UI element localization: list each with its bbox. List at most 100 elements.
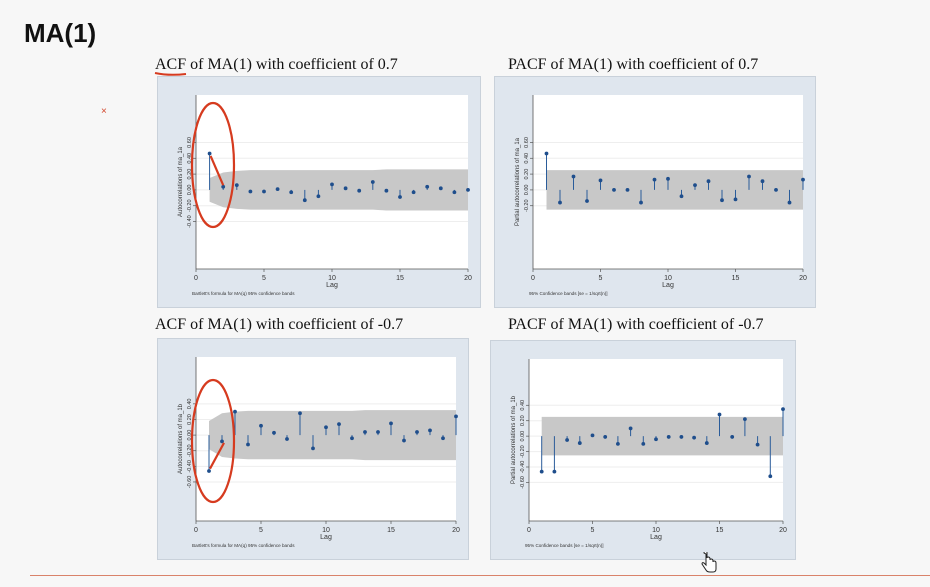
stem-marker — [402, 438, 406, 443]
x-tick-label: 5 — [591, 527, 595, 534]
stem-marker — [654, 437, 658, 442]
x-tick-label: 10 — [652, 527, 660, 534]
stem-marker — [598, 178, 603, 183]
stem-marker — [679, 194, 684, 199]
stem-marker — [774, 188, 778, 192]
slide-title: MA(1) — [24, 18, 97, 48]
stem-marker — [376, 430, 380, 434]
x-tick-label: 15 — [396, 275, 404, 282]
stem-marker — [259, 423, 263, 428]
stem-marker — [603, 435, 608, 439]
chart-note: 95% Confidence bands [se = 1/sqrt(n)] — [525, 543, 604, 548]
stem-marker — [262, 189, 266, 194]
chart-title-pacf-neg: PACF of MA(1) with coefficient of -0.7 — [508, 316, 764, 333]
hand-cursor-icon — [701, 552, 717, 573]
y-tick-label: -0.40 — [520, 461, 526, 474]
confidence-band — [209, 410, 456, 461]
y-tick-label: -0.20 — [187, 444, 193, 457]
chart-note: Bartlett's formula for MA(q) 95% confide… — [192, 291, 295, 296]
stem-marker — [801, 177, 805, 182]
x-tick-label: 0 — [527, 527, 531, 534]
y-tick-label: -0.60 — [187, 476, 193, 489]
chart-note: 95% Confidence bands [se = 1/sqrt(n)] — [529, 291, 608, 296]
stem-marker — [693, 183, 697, 188]
stem-marker — [679, 435, 684, 439]
lag1-circle-annotation-top — [190, 101, 236, 229]
stem-marker — [616, 441, 620, 446]
stem-marker — [733, 197, 738, 202]
y-tick-label: 0.60 — [524, 137, 530, 148]
stem-marker — [571, 174, 576, 179]
stem-marker — [330, 182, 334, 187]
stem-marker — [302, 198, 307, 203]
y-tick-label: -0.40 — [187, 215, 193, 228]
stem-marker — [350, 436, 354, 441]
stem-marker — [590, 433, 595, 438]
stem-marker — [298, 411, 302, 416]
stem-marker — [585, 199, 589, 203]
y-tick-label: -0.20 — [520, 445, 526, 458]
y-tick-label: 0.40 — [187, 153, 193, 164]
stem-marker — [221, 184, 226, 189]
y-tick-label: 0.40 — [520, 400, 526, 411]
y-tick-label: -0.20 — [524, 199, 530, 212]
stem-marker — [398, 195, 402, 199]
y-tick-label: 0.00 — [187, 430, 193, 441]
y-axis-label: Autocorrelations of ma_1b — [178, 403, 184, 474]
stem-marker — [787, 200, 792, 205]
stem-marker — [220, 439, 224, 444]
x-tick-label: 5 — [599, 275, 603, 282]
confidence-band — [209, 169, 468, 211]
stem-marker — [768, 474, 773, 479]
stem-marker — [454, 414, 458, 419]
confidence-band — [541, 416, 783, 456]
y-tick-label: 0.40 — [524, 153, 530, 164]
x-tick-label: 0 — [531, 275, 535, 282]
y-axis-label: Autocorrelations of ma_1a — [178, 146, 184, 217]
stem-marker — [337, 422, 341, 427]
stem-marker — [207, 151, 212, 156]
stem-marker — [272, 430, 276, 435]
x-axis-label: Lag — [320, 534, 332, 541]
y-tick-label: 0.40 — [187, 398, 193, 409]
stem-marker — [706, 179, 711, 184]
y-tick-label: -0.40 — [187, 460, 193, 473]
bottom-rule — [30, 575, 930, 576]
chart-note: Bartlett's formula for MA(q) 95% confide… — [192, 543, 295, 548]
stem-marker — [425, 184, 430, 189]
stem-marker — [343, 186, 348, 191]
stem-marker — [558, 200, 562, 205]
stem-marker — [666, 176, 670, 181]
stem-marker — [389, 421, 393, 426]
chart-panel-pacf-neg: -0.60 -0.40 -0.20 0.00 0.20 0.40 0 5 10 15 20 Lag Pa… — [490, 340, 796, 560]
chart-svg-pacf-neg: -0.60 -0.40 -0.20 0.00 0.20 0.40 0 5 10 15 20 Lag Pa… — [511, 359, 787, 548]
stem-marker — [730, 435, 735, 439]
y-tick-label: -0.20 — [187, 199, 193, 212]
stem-marker — [324, 425, 328, 430]
x-tick-label: 20 — [779, 527, 787, 534]
stem-marker — [384, 188, 389, 193]
y-tick-label: 0.20 — [520, 415, 526, 426]
y-tick-label: 0.20 — [524, 169, 530, 180]
stem-marker — [289, 190, 294, 195]
chart-panel-acf-neg: -0.60 -0.40 -0.20 0.00 0.20 0.40 0 5 10 15 20 Lag Au… — [157, 338, 469, 560]
stem-marker — [760, 179, 765, 184]
y-axis-label: Partial autocorrelations of ma_1a — [515, 137, 521, 226]
stem-marker — [316, 194, 321, 199]
stem-marker — [285, 437, 289, 441]
chart-svg-pacf-pos: -0.20 0.00 0.20 0.40 0.60 0 5 10 15 20 Lag Partial … — [515, 95, 807, 296]
x-tick-label: 5 — [259, 527, 263, 534]
x-tick-label: 0 — [194, 275, 198, 282]
y-tick-label: 0.00 — [187, 185, 193, 196]
stem-marker — [565, 438, 569, 442]
stem-marker — [275, 187, 280, 192]
stem-marker — [363, 430, 367, 434]
stem-marker — [415, 430, 419, 434]
stray-mark: × — [101, 106, 107, 117]
y-tick-label: -0.60 — [520, 476, 526, 489]
stem-marker — [612, 188, 616, 192]
stem-marker — [704, 441, 709, 445]
chart-title-pacf-pos: PACF of MA(1) with coefficient of 0.7 — [508, 56, 759, 73]
x-tick-label: 15 — [716, 527, 724, 534]
x-tick-label: 20 — [464, 275, 472, 282]
